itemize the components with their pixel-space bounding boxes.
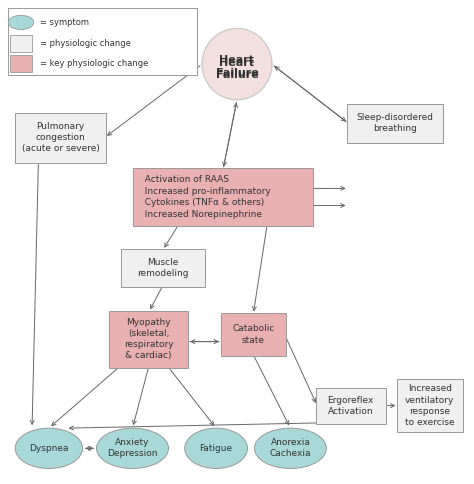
Text: Fatigue: Fatigue bbox=[200, 444, 233, 453]
Text: Heart
Failure: Heart Failure bbox=[216, 55, 258, 78]
FancyBboxPatch shape bbox=[133, 168, 313, 226]
Text: = key physiologic change: = key physiologic change bbox=[39, 59, 148, 68]
FancyBboxPatch shape bbox=[397, 379, 463, 432]
FancyBboxPatch shape bbox=[220, 313, 286, 356]
FancyBboxPatch shape bbox=[8, 8, 197, 75]
FancyBboxPatch shape bbox=[109, 311, 189, 368]
Text: Catabolic
state: Catabolic state bbox=[232, 324, 274, 345]
Ellipse shape bbox=[97, 428, 168, 469]
Ellipse shape bbox=[8, 15, 34, 30]
Circle shape bbox=[202, 29, 272, 100]
FancyBboxPatch shape bbox=[10, 35, 32, 52]
FancyBboxPatch shape bbox=[121, 249, 205, 287]
Text: Heart
Failure: Heart Failure bbox=[216, 58, 258, 80]
Text: Increased
ventilatory
response
to exercise: Increased ventilatory response to exerci… bbox=[405, 384, 455, 427]
FancyBboxPatch shape bbox=[15, 112, 106, 163]
Text: Sleep-disordered
breathing: Sleep-disordered breathing bbox=[356, 113, 433, 134]
Ellipse shape bbox=[255, 428, 327, 469]
Text: Anxiety
Depression: Anxiety Depression bbox=[107, 439, 158, 458]
FancyBboxPatch shape bbox=[347, 104, 443, 143]
Text: Muscle
remodeling: Muscle remodeling bbox=[137, 258, 189, 278]
Ellipse shape bbox=[185, 428, 247, 469]
FancyBboxPatch shape bbox=[316, 388, 386, 424]
Circle shape bbox=[202, 29, 272, 100]
Text: Myopathy
(skeletal,
respiratory
& cardiac): Myopathy (skeletal, respiratory & cardia… bbox=[124, 318, 173, 361]
Text: = symptom: = symptom bbox=[39, 18, 89, 27]
Text: Dyspnea: Dyspnea bbox=[29, 444, 69, 453]
Text: Ergoreflex
Activation: Ergoreflex Activation bbox=[328, 395, 374, 416]
Text: Activation of RAAS
  Increased pro-inflammatory
  Cytokines (TNFα & others)
  In: Activation of RAAS Increased pro-inflamm… bbox=[139, 175, 271, 219]
Text: = physiologic change: = physiologic change bbox=[39, 39, 130, 48]
FancyBboxPatch shape bbox=[10, 55, 32, 72]
Text: Anorexia
Cachexia: Anorexia Cachexia bbox=[270, 439, 311, 458]
Text: Pulmonary
congestion
(acute or severe): Pulmonary congestion (acute or severe) bbox=[21, 122, 100, 153]
Ellipse shape bbox=[15, 428, 82, 469]
